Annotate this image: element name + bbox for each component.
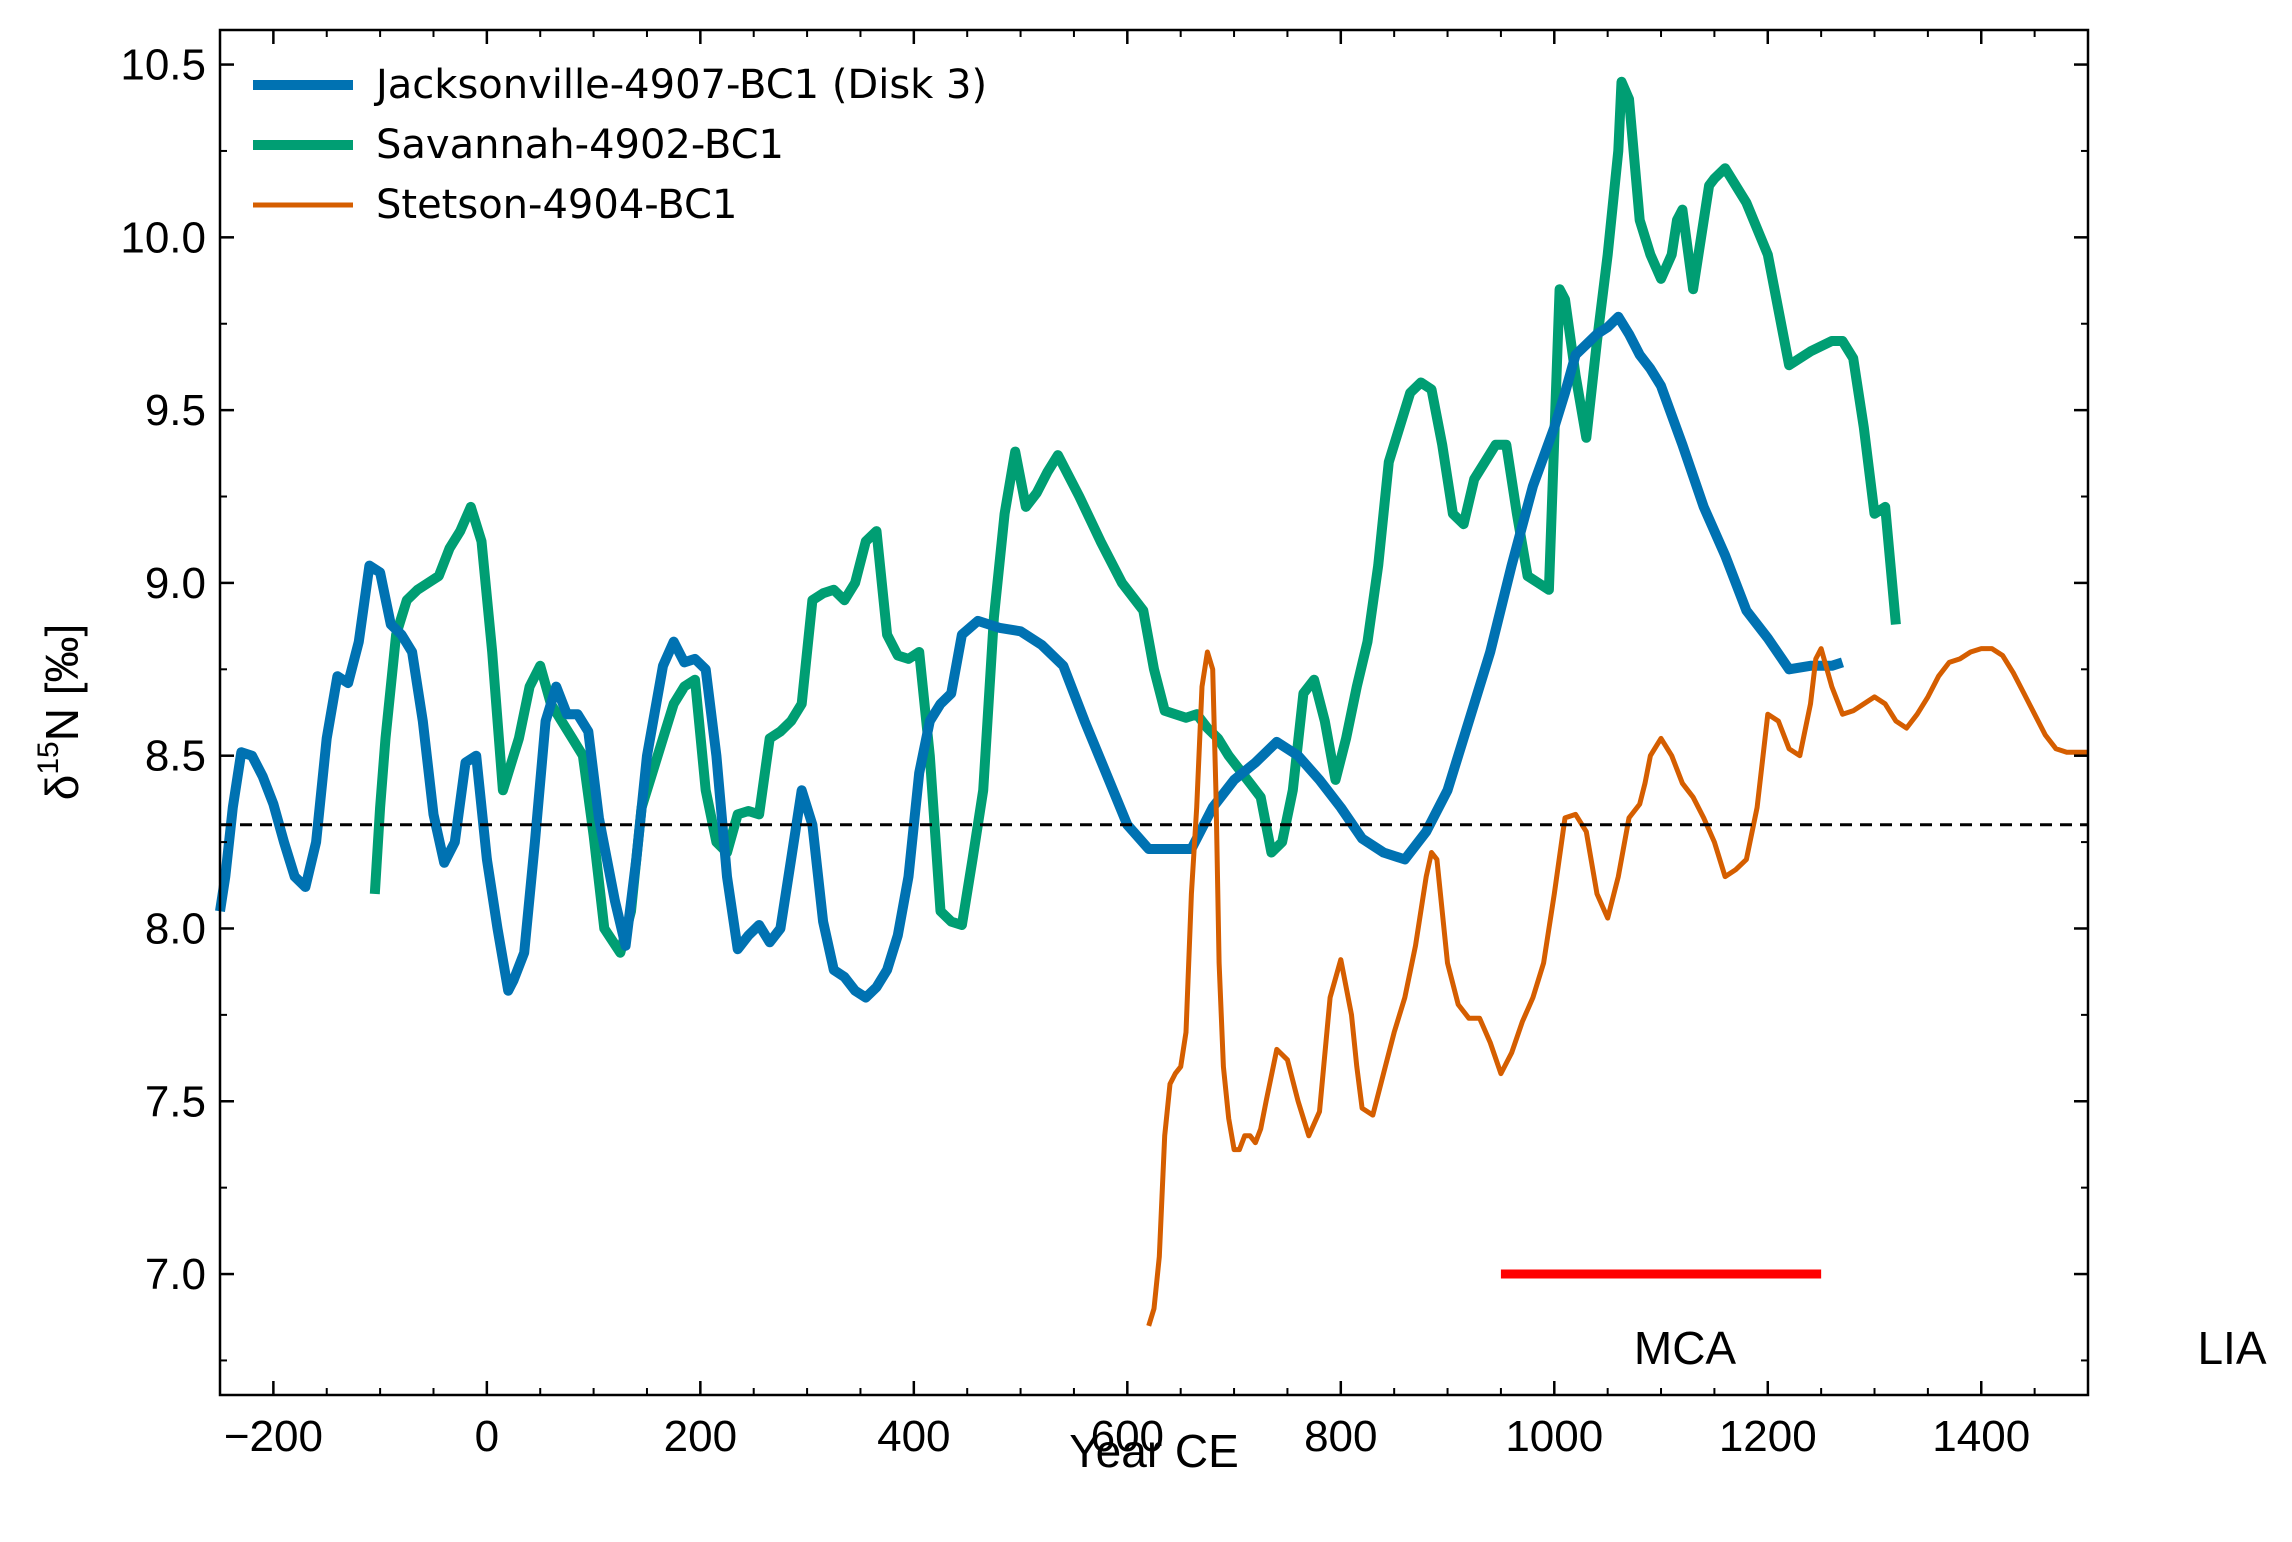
y-tick-label: 7.0 (145, 1250, 206, 1299)
y-tick-label: 10.5 (120, 41, 206, 90)
y-tick-label: 10.0 (120, 213, 206, 262)
y-axis-label-symbol: δ (36, 775, 88, 801)
ticks-layer: −200 0 200 400 600 800 1000 1200 1400 7.0 7.5 8.0 8.… (120, 30, 2089, 1461)
x-tick-label: 1400 (1932, 1412, 2030, 1461)
x-tick-label: 600 (1091, 1412, 1164, 1461)
y-tick-label: 8.0 (145, 904, 206, 953)
series-line-stetson-4904-bc1 (1146, 646, 2088, 1327)
y-tick-label: 9.5 (145, 386, 206, 435)
y-tick-label: 8.5 (145, 732, 206, 781)
legend: Jacksonville-4907-BC1 (Disk 3) Savannah-… (253, 62, 987, 228)
mca-label: MCA (1634, 1322, 1737, 1374)
y-axis-label: δ15N [‰] (32, 624, 88, 801)
series-line-jacksonville-4907-bc1-disk-3 (215, 311, 1845, 1003)
x-tick-label: 400 (877, 1412, 950, 1461)
legend-label-stetson: Stetson-4904-BC1 (376, 182, 737, 228)
plot-frame (218, 28, 2090, 1397)
x-tick-label: 1000 (1505, 1412, 1603, 1461)
x-tick-label: 200 (664, 1412, 737, 1461)
legend-label-jacksonville: Jacksonville-4907-BC1 (Disk 3) (373, 62, 987, 108)
series-line-savannah-4902-bc1 (369, 76, 1901, 958)
y-tick-label: 9.0 (145, 559, 206, 608)
lia-label: LIA (2197, 1322, 2266, 1374)
y-axis-label-tail: N [‰] (36, 624, 88, 742)
legend-label-savannah: Savannah-4902-BC1 (376, 122, 784, 168)
y-axis-label-superscript: 15 (32, 741, 65, 774)
x-tick-label: 800 (1304, 1412, 1377, 1461)
series-layer (215, 76, 2088, 1327)
y-tick-label: 7.5 (145, 1077, 206, 1126)
x-tick-label: 0 (475, 1412, 499, 1461)
x-axis-label: Year CE (1069, 1425, 1239, 1477)
x-tick-label: −200 (224, 1412, 323, 1461)
x-tick-label: 1200 (1719, 1412, 1817, 1461)
